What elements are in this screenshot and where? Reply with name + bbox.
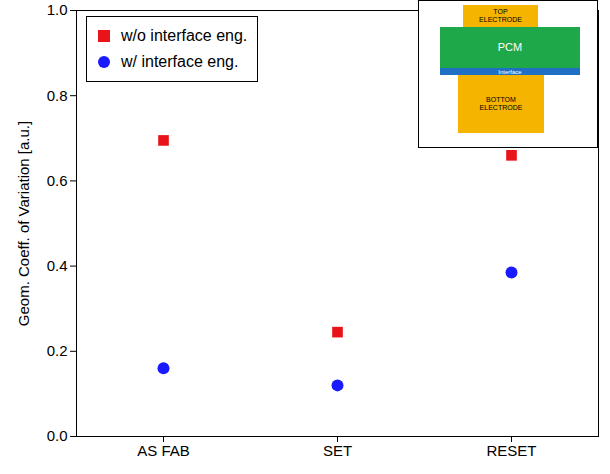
svg-text:Geom. Coeff. of Variation [a.u: Geom. Coeff. of Variation [a.u.] xyxy=(15,121,32,326)
svg-text:0.0: 0.0 xyxy=(47,427,68,444)
svg-text:RESET: RESET xyxy=(486,442,536,459)
svg-text:0.2: 0.2 xyxy=(47,342,68,359)
svg-text:PCM: PCM xyxy=(498,41,522,53)
svg-text:0.8: 0.8 xyxy=(47,87,68,104)
svg-text:Interface: Interface xyxy=(498,69,522,75)
html-text:w/o interface eng.: w/o interface eng. xyxy=(121,27,248,44)
svg-text:1.0: 1.0 xyxy=(47,1,68,18)
svg-text:SET: SET xyxy=(323,442,352,459)
svg-text:BOTTOMELECTRODE: BOTTOMELECTRODE xyxy=(480,96,523,111)
svg-text:0.6: 0.6 xyxy=(47,172,68,189)
html-text:w/ interface eng.: w/ interface eng. xyxy=(121,53,239,70)
svg-text:TOPELECTRODE: TOPELECTRODE xyxy=(479,8,522,23)
svg-text:AS FAB: AS FAB xyxy=(137,442,190,459)
svg-text:0.4: 0.4 xyxy=(47,257,68,274)
